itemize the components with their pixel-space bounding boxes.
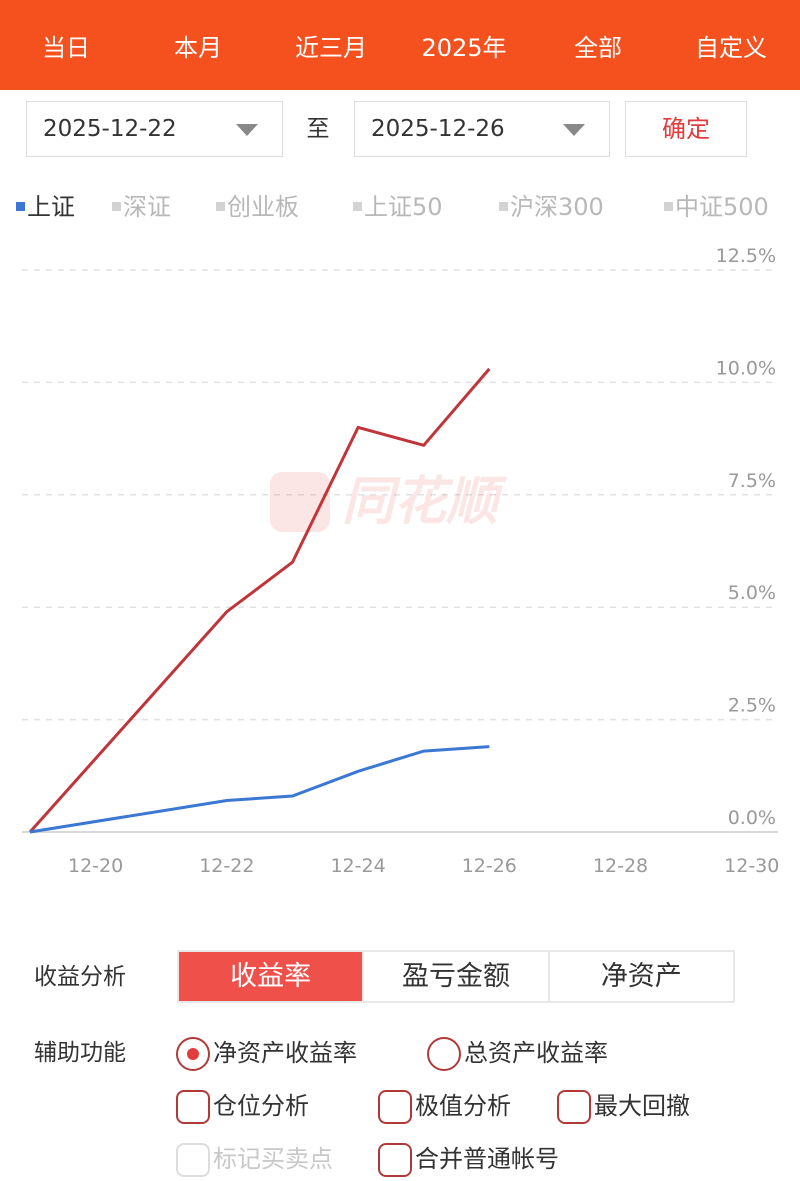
checkbox-disabled-icon xyxy=(176,1143,210,1177)
check-extreme-analysis[interactable]: 极值分析 xyxy=(378,1084,538,1128)
index-label: 上证50 xyxy=(364,193,443,221)
index-label: 创业板 xyxy=(227,193,299,221)
legend-square-icon xyxy=(353,201,362,211)
start-date-select[interactable]: 2025-12-22 xyxy=(26,101,283,157)
check-mark-trades[interactable]: 标记买卖点 xyxy=(176,1137,356,1181)
analysis-label: 收益分析 xyxy=(34,964,126,990)
tab-last-three-months[interactable]: 近三月 xyxy=(295,34,367,62)
tab-this-month[interactable]: 本月 xyxy=(174,34,222,62)
index-shenzhen[interactable]: 深证 xyxy=(112,187,171,227)
to-label: 至 xyxy=(306,116,330,142)
checkbox-label: 仓位分析 xyxy=(213,1092,309,1120)
index-label: 上证 xyxy=(27,193,75,221)
y-tick-label: 10.0% xyxy=(716,357,776,379)
seg-profit-amount[interactable]: 盈亏金额 xyxy=(362,952,547,1001)
tab-year-2025[interactable]: 2025年 xyxy=(421,34,507,62)
legend-square-icon xyxy=(16,201,25,211)
check-position-analysis[interactable]: 仓位分析 xyxy=(176,1084,336,1128)
date-range-row: 2025-12-22 至 2025-12-26 确定 xyxy=(0,101,800,157)
legend-square-icon xyxy=(499,201,508,211)
analysis-segmented-control: 收益率 盈亏金额 净资产 xyxy=(177,950,735,1003)
period-tab-bar: 当日 本月 近三月 2025年 全部 自定义 xyxy=(0,0,800,90)
brand-watermark: 同花顺 xyxy=(270,470,540,534)
seg-net-assets[interactable]: 净资产 xyxy=(547,952,733,1001)
checkbox-icon xyxy=(176,1090,210,1124)
legend-square-icon xyxy=(216,201,225,211)
chevron-down-icon xyxy=(236,124,258,136)
x-tick-label: 12-24 xyxy=(330,855,385,877)
x-tick-label: 12-30 xyxy=(724,855,779,877)
tab-custom[interactable]: 自定义 xyxy=(695,34,767,62)
y-tick-label: 2.5% xyxy=(728,695,776,717)
x-tick-label: 12-28 xyxy=(593,855,648,877)
end-date-value: 2025-12-26 xyxy=(371,116,505,142)
radio-label: 净资产收益率 xyxy=(213,1039,357,1067)
x-tick-label: 12-26 xyxy=(462,855,517,877)
index-legend: 上证 深证 创业板 上证50 沪深300 中证500 xyxy=(0,187,800,227)
index-label: 中证500 xyxy=(675,193,769,221)
index-csi500[interactable]: 中证500 xyxy=(664,187,769,227)
seg-return-rate[interactable]: 收益率 xyxy=(179,952,363,1001)
index-chinext[interactable]: 创业板 xyxy=(216,187,299,227)
y-tick-label: 12.5% xyxy=(716,245,776,267)
brand-logo-icon xyxy=(270,472,330,532)
checkbox-label: 标记买卖点 xyxy=(213,1145,333,1173)
tab-all[interactable]: 全部 xyxy=(574,34,622,62)
aux-label: 辅助功能 xyxy=(34,1040,126,1066)
index-csi300[interactable]: 沪深300 xyxy=(499,187,604,227)
return-line-chart: 12.5% 10.0% 7.5% 5.0% 2.5% 0.0% 12-20 12-22 12-2… xyxy=(22,245,779,877)
checkbox-label: 最大回撤 xyxy=(594,1092,690,1120)
check-max-drawdown[interactable]: 最大回撤 xyxy=(557,1084,717,1128)
checkbox-label: 合并普通帐号 xyxy=(415,1145,559,1173)
checkbox-label: 极值分析 xyxy=(415,1092,511,1120)
checkbox-icon xyxy=(378,1143,412,1177)
radio-total-asset-return[interactable]: 总资产收益率 xyxy=(427,1031,637,1075)
radio-checked-icon xyxy=(176,1037,210,1071)
series-line-account-return xyxy=(28,367,491,833)
x-tick-label: 12-20 xyxy=(68,855,123,877)
index-sse50[interactable]: 上证50 xyxy=(353,187,443,227)
index-label: 沪深300 xyxy=(510,193,604,221)
tab-today[interactable]: 当日 xyxy=(42,34,90,62)
y-tick-label: 7.5% xyxy=(728,470,776,492)
check-merge-accounts[interactable]: 合并普通帐号 xyxy=(378,1137,588,1181)
confirm-button[interactable]: 确定 xyxy=(625,101,747,157)
checkbox-icon xyxy=(378,1090,412,1124)
index-label: 深证 xyxy=(123,193,171,221)
radio-unchecked-icon xyxy=(427,1037,461,1071)
x-tick-label: 12-22 xyxy=(199,855,254,877)
radio-label: 总资产收益率 xyxy=(464,1039,608,1067)
chevron-down-icon xyxy=(563,124,585,136)
start-date-value: 2025-12-22 xyxy=(43,116,177,142)
y-tick-label: 5.0% xyxy=(728,582,776,604)
watermark-text: 同花顺 xyxy=(342,472,499,532)
radio-net-asset-return[interactable]: 净资产收益率 xyxy=(176,1031,386,1075)
series-line-index-return xyxy=(29,745,490,834)
legend-square-icon xyxy=(112,201,121,211)
index-shanghai[interactable]: 上证 xyxy=(16,187,75,227)
y-tick-label: 0.0% xyxy=(728,807,776,829)
legend-square-icon xyxy=(664,201,673,211)
end-date-select[interactable]: 2025-12-26 xyxy=(354,101,610,157)
checkbox-icon xyxy=(557,1090,591,1124)
